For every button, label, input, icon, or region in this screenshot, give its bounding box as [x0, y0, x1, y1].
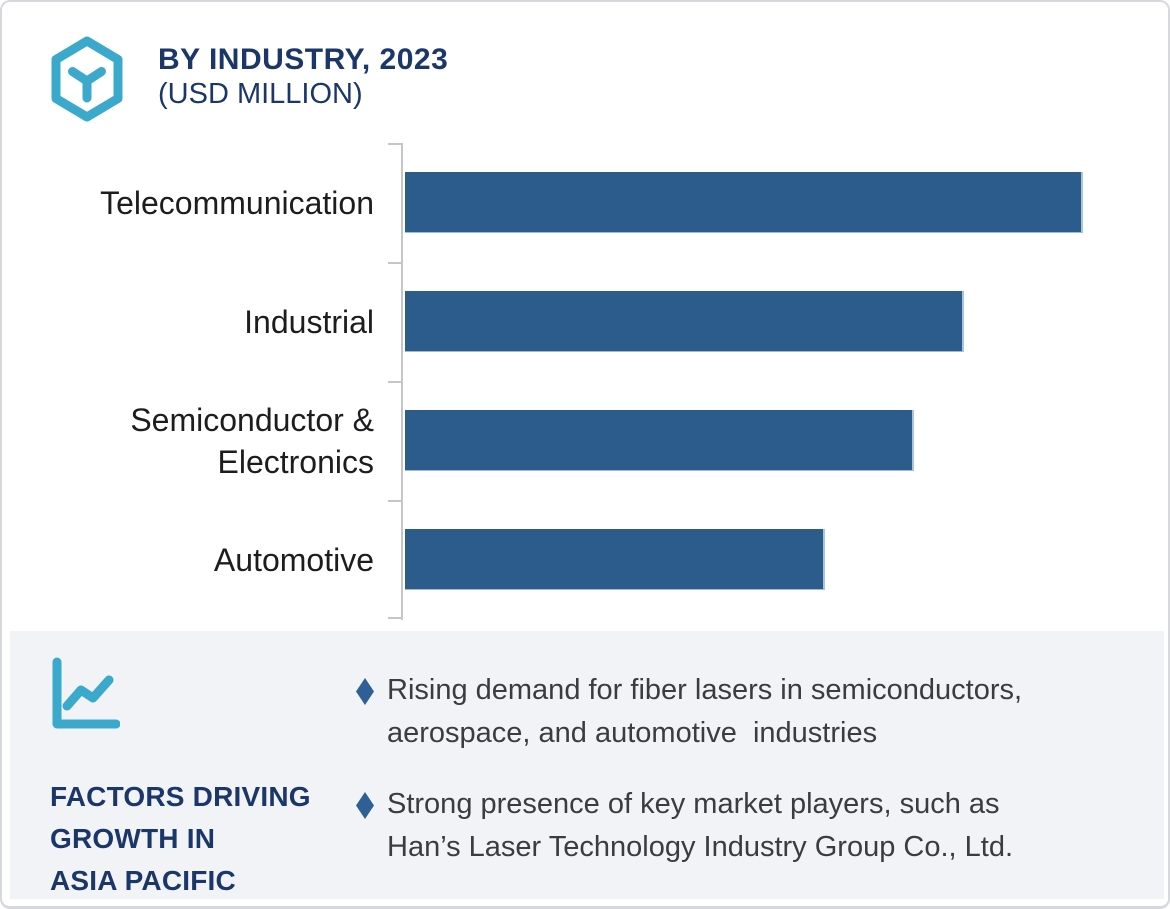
- bullet-text: Strong presence of key market players, s…: [387, 788, 1014, 863]
- chart-axis: [401, 143, 403, 620]
- chart-row: Automotive: [2, 500, 1170, 619]
- value-bar: [405, 291, 964, 352]
- value-bar: [405, 529, 825, 590]
- axis-tick: [388, 500, 401, 502]
- category-label: Industrial: [244, 303, 374, 340]
- factors-bullets: Rising demand for fiber lasers in semico…: [356, 669, 1136, 897]
- factors-heading: FACTORS DRIVING GROWTH IN ASIA PACIFIC: [50, 781, 311, 896]
- axis-tick: [388, 381, 401, 383]
- line-chart-icon: [52, 657, 121, 729]
- axis-tick: [388, 617, 401, 619]
- bullet-item: Rising demand for fiber lasers in semico…: [356, 669, 1136, 755]
- bullet-text: Rising demand for fiber lasers in semico…: [387, 674, 1023, 749]
- chart-header: BY INDUSTRY, 2023 (USD MILLION): [50, 35, 448, 123]
- chart-row: Industrial: [2, 262, 1170, 381]
- chart-row: Telecommunication: [2, 143, 1170, 262]
- chart-title-block: BY INDUSTRY, 2023 (USD MILLION): [158, 35, 448, 111]
- factors-panel-left: FACTORS DRIVING GROWTH IN ASIA PACIFIC: [50, 657, 350, 902]
- page-title: BY INDUSTRY, 2023: [158, 43, 449, 76]
- axis-tick: [388, 262, 401, 264]
- value-bar: [405, 172, 1083, 233]
- page-subtitle: (USD MILLION): [158, 78, 363, 110]
- category-label: Telecommunication: [100, 184, 374, 221]
- axis-tick: [388, 143, 401, 145]
- factors-panel: FACTORS DRIVING GROWTH IN ASIA PACIFIC R…: [10, 631, 1164, 899]
- value-bar: [405, 410, 914, 471]
- chart-row: Semiconductor & Electronics: [2, 381, 1170, 500]
- category-label: Automotive: [213, 541, 374, 578]
- diamond-bullet-icon: [356, 792, 374, 819]
- diamond-bullet-icon: [356, 678, 374, 705]
- bar-chart: Telecommunication Industrial Semiconductor…: [2, 143, 1170, 620]
- hexagon-y-logo-icon: [51, 36, 123, 122]
- bullet-item: Strong presence of key market players, s…: [356, 783, 1136, 869]
- category-label: Semiconductor & Electronics: [130, 401, 374, 480]
